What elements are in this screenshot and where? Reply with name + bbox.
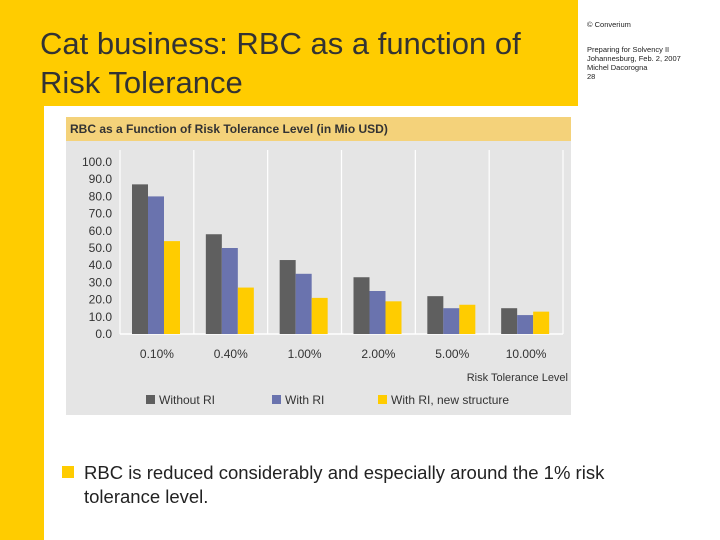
chart-title: RBC as a Function of Risk Tolerance Leve… [70,122,388,136]
bar-with-ri-3 [369,291,386,334]
legend-swatch [146,395,155,404]
bar-without-ri-4 [427,296,444,334]
legend-swatch [272,395,281,404]
y-tick-label: 100.0 [82,155,112,169]
y-tick-label: 60.0 [89,224,113,238]
bar-chart: 100.0 90.0 80.0 70.0 60.0 50.0 40.0 30.0 20.0 10.… [82,150,568,407]
x-tick-label: 0.40% [214,347,248,361]
y-tick-label: 90.0 [89,172,113,186]
left-accent-band [0,106,44,540]
legend-item: With RI [272,393,324,407]
bar-with-ri-4 [443,308,460,334]
bar-without-ri-0 [132,184,148,334]
bar-without-ri-2 [279,260,296,334]
meta-place-date: Johannesburg, Feb. 2, 2007 [587,54,681,63]
bullet-marker [62,466,74,478]
x-tick-label: 2.00% [361,347,395,361]
x-tick-label: 1.00% [288,347,322,361]
bar-without-ri-5 [501,308,518,334]
bar-with-ri-new-structure-1 [237,287,254,334]
meta-event: Preparing for Solvency II [587,45,670,54]
y-tick-label: 80.0 [89,189,113,203]
legend-label: With RI, new structure [391,393,509,407]
meta-author: Michel Dacorogna [587,63,648,72]
bar-with-ri-new-structure-4 [459,304,476,334]
y-tick-label: 50.0 [89,241,113,255]
y-tick-label: 40.0 [89,258,113,272]
copyright-note: © Converium [587,20,631,29]
bar-with-ri-0 [148,196,164,334]
bar-with-ri-new-structure-3 [385,301,402,334]
meta-page-number: 28 [587,72,596,81]
x-tick-label: 0.10% [140,347,174,361]
legend-item: Without RI [146,393,215,407]
chart-header-band [66,117,571,141]
x-axis-label: Risk Tolerance Level [467,372,568,384]
slide-title: Cat business: RBC as a function of Risk … [40,26,521,100]
y-tick-label: 30.0 [89,275,113,289]
bar-without-ri-3 [353,277,370,334]
header-accent-band [0,0,578,106]
x-tick-label: 10.00% [506,347,547,361]
y-tick-label: 10.0 [89,310,113,324]
bar-without-ri-1 [205,234,222,334]
legend-label: Without RI [159,393,215,407]
y-tick-label: 0.0 [95,327,112,341]
bar-with-ri-2 [295,273,312,334]
legend-swatch [378,395,387,404]
bar-with-ri-new-structure-0 [164,241,180,334]
legend-item: With RI, new structure [378,393,509,407]
bar-with-ri-5 [517,315,534,334]
y-tick-label: 70.0 [89,207,113,221]
legend-label: With RI [285,393,324,407]
bullet-text: RBC is reduced considerably and especial… [84,462,605,507]
bar-with-ri-new-structure-2 [311,297,328,334]
y-tick-label: 20.0 [89,293,113,307]
x-tick-label: 5.00% [435,347,469,361]
presentation-info: Preparing for Solvency II Johannesburg, … [587,45,681,81]
bar-with-ri-1 [221,248,238,334]
bar-with-ri-new-structure-5 [533,311,550,334]
